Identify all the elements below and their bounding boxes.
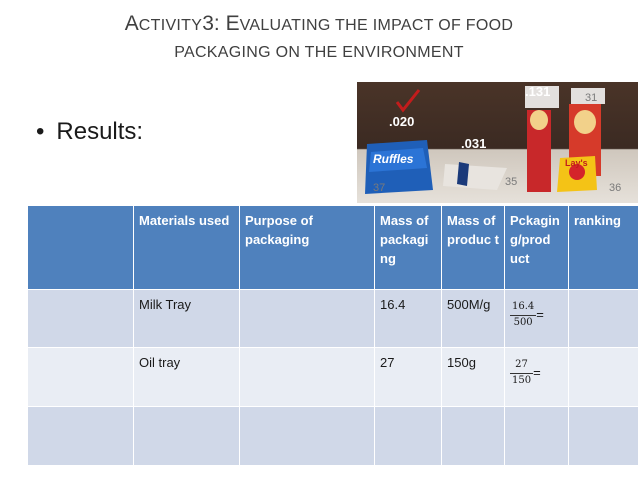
table-row: Oil tray 27 150g 27 150 = xyxy=(27,347,638,407)
cell-mass-product[interactable] xyxy=(441,405,505,467)
cell-ranking[interactable] xyxy=(568,347,638,407)
header-mass-packaging: Mass of packagi ng xyxy=(374,205,442,290)
cell-material[interactable] xyxy=(133,405,240,467)
ruffles-brand: Ruffles xyxy=(373,152,414,166)
cell-ranking[interactable] xyxy=(568,288,638,349)
fraction: 16.4 500 xyxy=(510,300,537,330)
fraction-numerator: 27 xyxy=(510,358,534,374)
cell-blank xyxy=(27,288,134,349)
title-activity: CTIVITY xyxy=(138,17,203,34)
header-purpose: Purpose of packaging xyxy=(239,205,375,290)
title-cap-a: A xyxy=(124,12,139,35)
photo-num-35: 35 xyxy=(505,176,518,188)
results-label: Results: xyxy=(56,118,144,145)
cell-material: Milk Tray xyxy=(133,288,240,349)
title-line-2: PACKAGING ON THE ENVIRONMENT xyxy=(174,43,464,61)
slide-title: ACTIVITY3: EVALUATING THE IMPACT OF FOOD… xyxy=(0,8,638,65)
cell-mass-product: 500M/g xyxy=(441,288,505,349)
title-cap-e: E xyxy=(225,12,240,35)
photo-num-36: 36 xyxy=(609,182,622,194)
lays-brand: Lay's xyxy=(565,158,588,168)
packaging-photo: .020 .031 .131 37 35 31 36 Ruffles Lay's xyxy=(357,82,638,203)
table-row: Milk Tray 16.4 500M/g 16.4 500 = xyxy=(27,288,638,349)
label-131: .131 xyxy=(525,84,551,99)
results-bullet: • Results: xyxy=(36,118,143,146)
wrapper-pack xyxy=(443,164,507,190)
title-line-1: ACTIVITY3: EVALUATING THE IMPACT OF FOOD xyxy=(0,8,638,41)
table-header-row: Materials used Purpose of packaging Mass… xyxy=(27,205,638,290)
header-materials: Materials used xyxy=(133,205,240,290)
cell-ratio: 27 150 = xyxy=(504,347,569,407)
header-ratio: Pckagin g/prod uct xyxy=(504,205,569,290)
cell-ranking[interactable] xyxy=(568,405,638,467)
cell-purpose[interactable] xyxy=(239,288,375,349)
equals-sign: = xyxy=(536,306,544,322)
fraction: 27 150 xyxy=(510,358,534,388)
cell-ratio: 16.4 500 = xyxy=(504,288,569,349)
fraction-denominator: 150 xyxy=(512,374,532,386)
header-blank xyxy=(27,205,134,290)
label-031: .031 xyxy=(461,136,487,151)
cell-mass-packaging: 27 xyxy=(374,347,442,407)
results-table: Materials used Purpose of packaging Mass… xyxy=(27,205,638,467)
header-ranking: ranking xyxy=(568,205,638,290)
title-evaluating: VALUATING THE IMPACT OF FOOD xyxy=(239,17,514,34)
cell-blank xyxy=(27,405,134,467)
cell-ratio[interactable] xyxy=(504,405,569,467)
checkmark-icon xyxy=(395,89,421,113)
photo-illustration xyxy=(365,86,605,194)
cell-mass-packaging[interactable] xyxy=(374,405,442,467)
photo-num-37: 37 xyxy=(373,182,386,194)
cell-material: Oil tray xyxy=(133,347,240,407)
equals-sign: = xyxy=(533,364,541,380)
title-number: 3: xyxy=(202,12,226,35)
fraction-denominator: 500 xyxy=(513,316,533,328)
label-020: .020 xyxy=(389,114,415,129)
cell-mass-packaging: 16.4 xyxy=(374,288,442,349)
cell-mass-product: 150g xyxy=(441,347,505,407)
table-row xyxy=(27,405,638,467)
cell-purpose[interactable] xyxy=(239,405,375,467)
header-mass-product: Mass of produc t xyxy=(441,205,505,290)
cell-blank xyxy=(27,347,134,407)
bullet-dot-icon: • xyxy=(36,118,45,145)
photo-num-31: 31 xyxy=(585,92,598,104)
fraction-numerator: 16.4 xyxy=(510,300,537,316)
cell-purpose[interactable] xyxy=(239,347,375,407)
